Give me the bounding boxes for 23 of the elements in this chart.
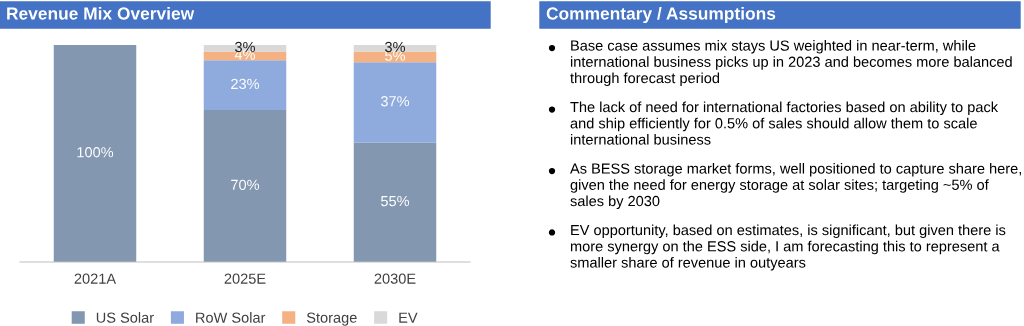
x-tick-label: 2021A: [74, 273, 117, 284]
bar: [203, 60, 287, 111]
legend-label: Storage: [306, 312, 357, 326]
bar: [203, 110, 287, 262]
x-tick-label: 2030E: [374, 273, 416, 284]
bar: [353, 62, 437, 143]
text: EV opportunity, based on estimates, is significant, but given there is more synergy on the ESS side, I am forecasting this to represent a smaller share of revenue in outyears: [570, 224, 1006, 271]
text: As BESS storage market forms, well positioned to capture share here, given the need for energy storage at solar sites; targeting ~5% of sales by 2030: [570, 163, 1021, 210]
data-label: 70%: [231, 179, 260, 190]
bar: [353, 142, 437, 262]
data-label: 55%: [380, 195, 410, 207]
data-label: 37%: [380, 96, 410, 107]
legend-label: US Solar: [96, 312, 154, 323]
chart-title: Revenue Mix Overview: [7, 6, 195, 20]
x-tick-label: 2025E: [224, 273, 266, 284]
bar: [53, 45, 137, 262]
legend-label: RoW Solar: [196, 312, 266, 323]
text: Commentary / Assumptions: [546, 6, 776, 24]
text: Base case assumes mix stays US weighted in near-term, while international business picks up in 2023 and becomes more balanced through forecast period: [570, 40, 1012, 87]
data-label: 23%: [231, 78, 260, 90]
data-label: 100%: [77, 147, 114, 158]
legend-label: EV: [399, 312, 418, 323]
text: The lack of need for international factories based on ability to pack and ship efficiently for 0.5% of sales should allow them to scale international business: [570, 101, 999, 145]
